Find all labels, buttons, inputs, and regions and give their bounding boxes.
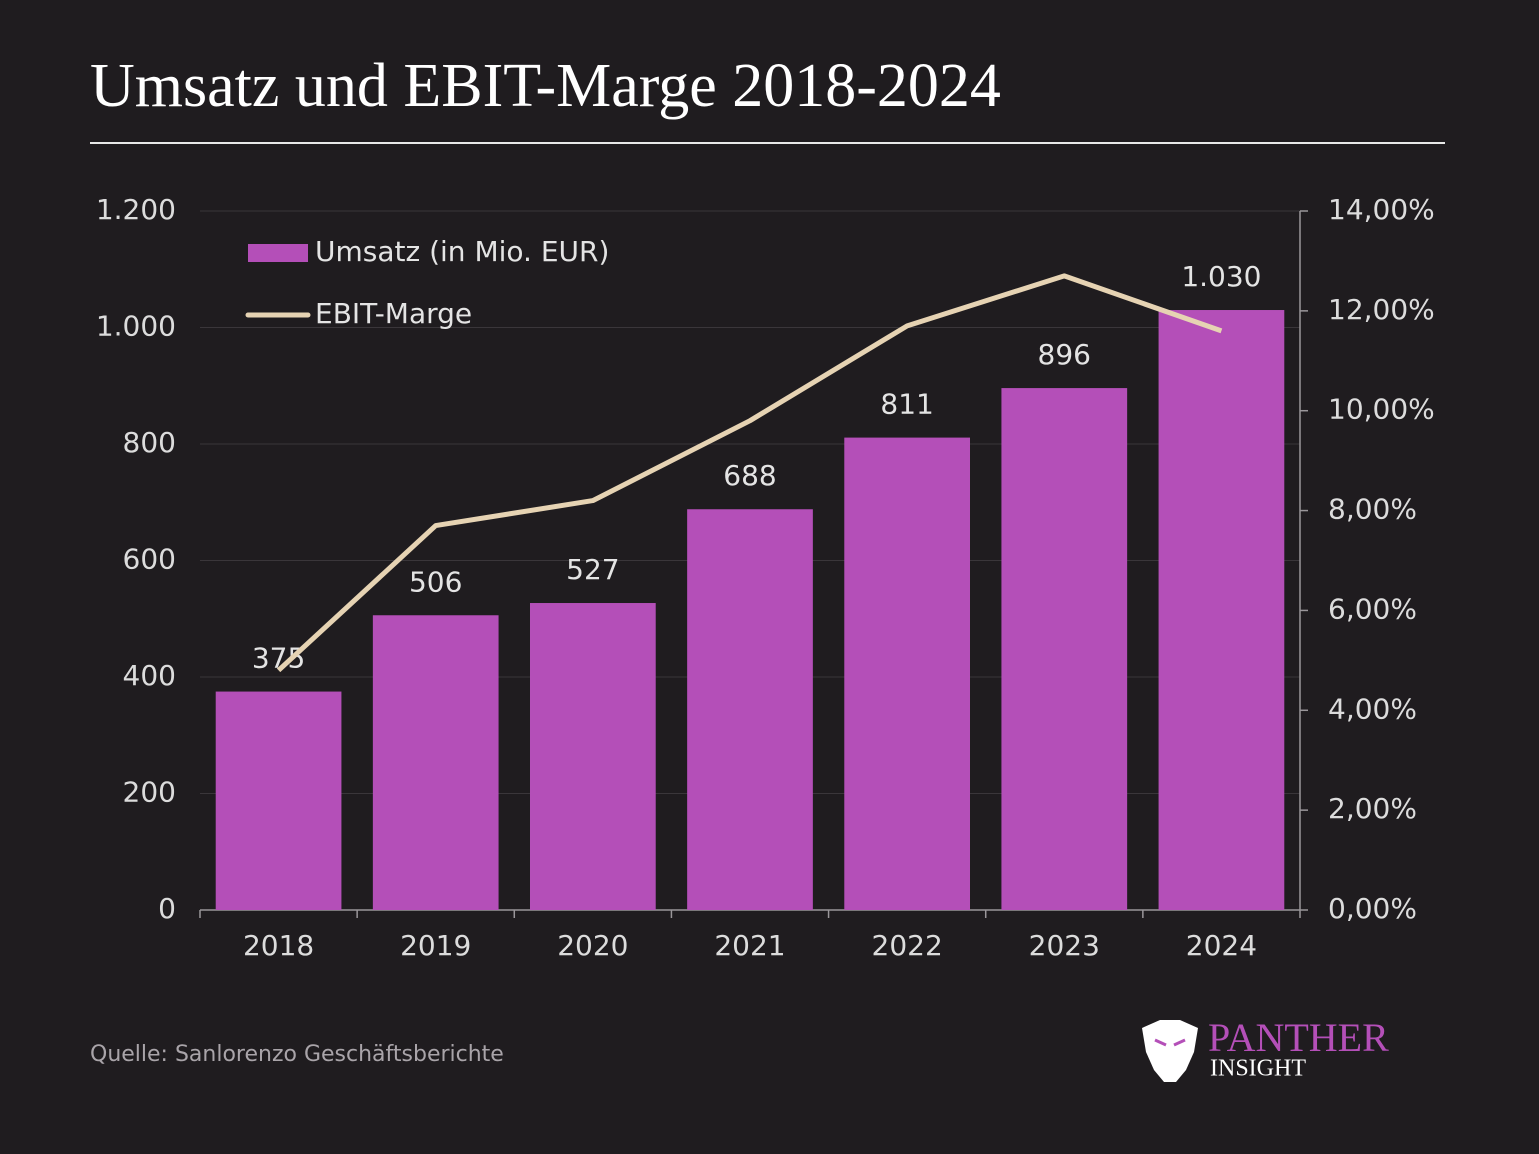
logo-name: PANTHER bbox=[1208, 1015, 1389, 1060]
bar bbox=[372, 615, 499, 910]
legend-label: EBIT-Marge bbox=[315, 297, 472, 330]
logo-tagline: INSIGHT bbox=[1210, 1056, 1306, 1082]
data-label: 1.030 bbox=[1181, 260, 1261, 293]
x-tick-label: 2018 bbox=[243, 929, 314, 962]
logo-icon bbox=[1142, 1020, 1198, 1082]
y2-tick-label: 6,00% bbox=[1328, 592, 1417, 625]
bar bbox=[1158, 310, 1285, 910]
data-label: 527 bbox=[566, 553, 619, 586]
source-note: Quelle: Sanlorenzo Geschäftsberichte bbox=[90, 1042, 504, 1067]
y2-tick-label: 8,00% bbox=[1328, 493, 1417, 526]
y2-tick-label: 0,00% bbox=[1328, 892, 1417, 925]
x-tick-label: 2021 bbox=[714, 929, 785, 962]
y-tick-label: 400 bbox=[123, 659, 176, 692]
x-tick-label: 2022 bbox=[872, 929, 943, 962]
y-tick-label: 600 bbox=[123, 543, 176, 576]
y-tick-label: 800 bbox=[123, 426, 176, 459]
y-tick-label: 200 bbox=[123, 776, 176, 809]
line bbox=[276, 273, 1223, 673]
data-label: 896 bbox=[1038, 338, 1091, 371]
y-tick-label: 0 bbox=[158, 892, 176, 925]
x-tick-label: 2020 bbox=[557, 929, 628, 962]
bar bbox=[844, 437, 970, 910]
x-tick-label: 2019 bbox=[400, 929, 471, 962]
y2-tick-label: 14,00% bbox=[1328, 193, 1435, 226]
y2-tick-label: 4,00% bbox=[1328, 692, 1417, 725]
x-tick-label: 2023 bbox=[1029, 929, 1100, 962]
bar bbox=[215, 691, 342, 910]
chart-title: Umsatz und EBIT-Marge 2018-2024 bbox=[90, 52, 1001, 120]
logo: PANTHER INSIGHT bbox=[1142, 1015, 1389, 1082]
legend-swatch bbox=[248, 244, 308, 262]
legend-label: Umsatz (in Mio. EUR) bbox=[315, 235, 609, 268]
x-tick-label: 2024 bbox=[1186, 929, 1257, 962]
bar bbox=[1001, 388, 1128, 911]
y2-tick-label: 10,00% bbox=[1328, 393, 1435, 426]
data-label: 811 bbox=[880, 388, 933, 421]
y-tick-label: 1.000 bbox=[96, 310, 176, 343]
logo-eyes bbox=[1154, 1038, 1186, 1047]
bar bbox=[530, 603, 656, 910]
data-label: 688 bbox=[723, 459, 776, 492]
y-tick-label: 1.200 bbox=[96, 193, 176, 226]
y2-tick-label: 12,00% bbox=[1328, 293, 1435, 326]
bar bbox=[687, 509, 813, 910]
y2-tick-label: 2,00% bbox=[1328, 792, 1417, 825]
data-label: 506 bbox=[409, 565, 462, 598]
